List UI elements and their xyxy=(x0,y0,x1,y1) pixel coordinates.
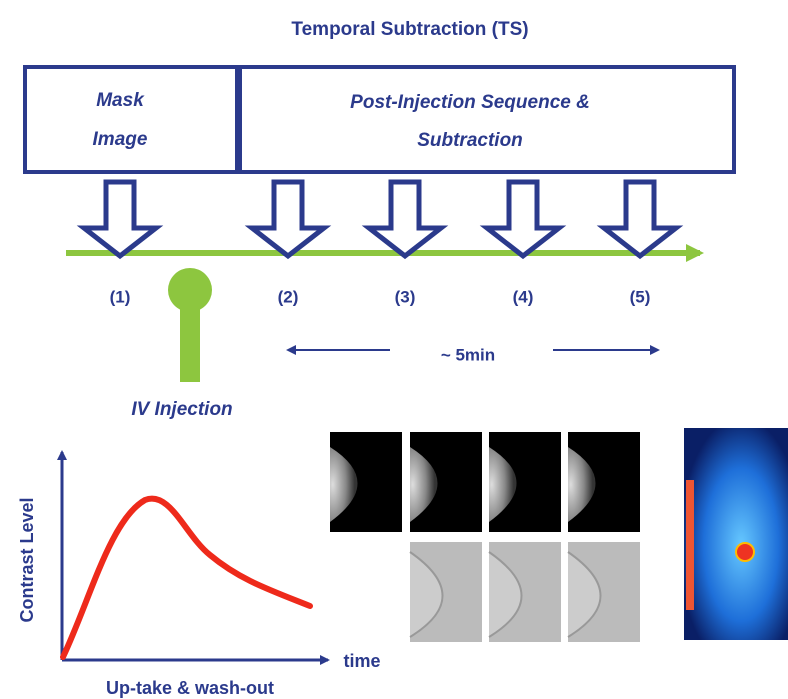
x-label: time xyxy=(343,651,380,671)
diagram: Temporal Subtraction (TS) Mask Image Pos… xyxy=(0,0,788,699)
down-arrow xyxy=(369,182,441,256)
box xyxy=(240,67,734,172)
down-arrow xyxy=(84,182,156,256)
down-arrow xyxy=(487,182,559,256)
caption: Up-take & wash-out xyxy=(106,678,274,698)
down-arrow xyxy=(252,182,324,256)
box xyxy=(25,67,237,172)
title: Temporal Subtraction (TS) xyxy=(291,19,528,40)
color-map xyxy=(684,428,788,640)
color-bar xyxy=(686,480,694,610)
injection-label: IV Injection xyxy=(131,399,232,420)
box-text: Post-Injection Sequence & xyxy=(350,92,590,113)
y-label: Contrast Level xyxy=(17,497,37,622)
down-arrow xyxy=(604,182,676,256)
injection-stem xyxy=(180,290,200,382)
duration: ~ 5min xyxy=(441,345,495,364)
image-grid xyxy=(330,432,640,642)
timepoint: (3) xyxy=(395,287,416,306)
timepoint: (4) xyxy=(513,287,534,306)
timepoint: (5) xyxy=(630,287,651,306)
curve xyxy=(63,499,310,657)
box-text: Image xyxy=(93,129,148,150)
lesion xyxy=(736,543,754,561)
box-text: Mask xyxy=(96,90,145,111)
timepoint: (2) xyxy=(278,287,299,306)
down-arrows xyxy=(84,182,676,256)
timepoint: (1) xyxy=(110,287,131,306)
box-text: Subtraction xyxy=(417,130,523,151)
